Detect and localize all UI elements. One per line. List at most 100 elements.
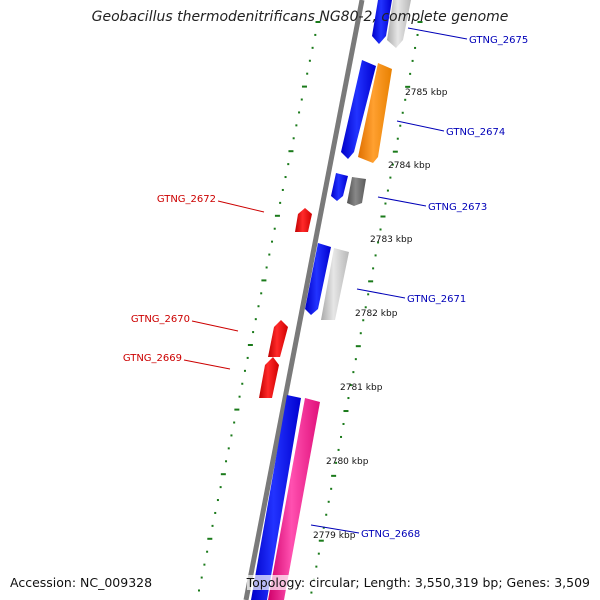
tick-mark-minor [265, 266, 268, 269]
tick-mark-minor [377, 241, 380, 244]
gene-label-gtng-2674[interactable]: GTNG_2674 [446, 127, 505, 138]
gene-label-leader-line [191, 320, 239, 332]
tick-mark-major [274, 214, 280, 217]
tick-mark-minor [211, 524, 214, 527]
tick-mark-minor [238, 395, 241, 398]
tick-mark-major [331, 474, 337, 477]
gene-arrow-gtng-2670[interactable] [268, 320, 288, 357]
tick-mark-minor [252, 331, 255, 334]
gene-arrow-gtng-2671-b[interactable] [321, 248, 349, 320]
genome-summary-text: Topology: circular; Length: 3,550,319 bp… [246, 575, 590, 590]
tick-mark-minor [300, 98, 303, 101]
gene-arrow-gtng-2675-a[interactable] [372, 0, 392, 44]
accession-text: Accession: NC_009328 [10, 575, 153, 590]
gene-label-gtng-2670[interactable]: GTNG_2670 [131, 314, 190, 325]
tick-mark-major [247, 343, 253, 346]
tick-mark-minor [233, 421, 236, 424]
tick-mark-minor [340, 435, 343, 438]
tick-mark-minor [284, 176, 287, 179]
tick-mark-minor [337, 448, 340, 451]
tick-mark-minor [241, 382, 244, 385]
tick-mark-minor [254, 318, 257, 321]
gene-arrow-gtng-2673-a[interactable] [331, 173, 348, 201]
tick-mark-minor [273, 227, 276, 230]
gene-label-leader-line [377, 196, 427, 207]
scale-tick-label: 2785 kbp [405, 88, 448, 98]
gene-label-gtng-2668[interactable]: GTNG_2668 [361, 529, 420, 540]
gene-arrow-gtng-2675-b[interactable] [387, 0, 411, 48]
tick-mark-minor [200, 576, 203, 579]
scale-tick-labels: 2785 kbp 2784 kbp 2783 kbp 2782 kbp 2781 kbp… [313, 88, 448, 541]
tick-mark-minor [227, 447, 230, 450]
tick-mark-major [261, 279, 267, 282]
tick-mark-minor [379, 228, 382, 231]
gene-features [251, 0, 411, 600]
tick-mark-major [301, 85, 307, 88]
gene-label-leader-line [407, 27, 468, 40]
tick-mark-major [288, 150, 294, 153]
gene-label-gtng-2673[interactable]: GTNG_2673 [428, 202, 487, 213]
gene-label-gtng-2675[interactable]: GTNG_2675 [469, 35, 528, 46]
tick-mark-minor [281, 188, 284, 191]
gene-arrow-gtng-2669[interactable] [259, 357, 279, 398]
tick-mark-major [380, 215, 386, 218]
tick-mark-minor [359, 332, 362, 335]
tick-mark-major [417, 21, 423, 23]
tick-mark-minor [347, 397, 350, 400]
gene-arrow-gtng-2672[interactable] [295, 208, 312, 232]
gene-arrow-gtng-2673-b[interactable] [347, 177, 366, 206]
gene-label-leader-line [217, 200, 265, 213]
tick-mark-minor [367, 293, 370, 296]
tick-mark-minor [315, 565, 318, 568]
tick-mark-minor [330, 487, 333, 490]
tick-mark-minor [404, 98, 407, 101]
gene-labels: GTNG_2675 GTNG_2674 GTNG_2673 GTNG_2672 GTNG… [123, 27, 528, 540]
scale-tick-label: 2784 kbp [388, 161, 431, 171]
gene-arrow-gtng-2674-a[interactable] [341, 60, 376, 159]
scale-tick-label: 2782 kbp [355, 309, 398, 319]
tick-mark-minor [362, 319, 365, 322]
tick-mark-minor [214, 511, 217, 514]
scale-tick-label: 2779 kbp [313, 531, 356, 541]
tick-mark-minor [246, 356, 249, 359]
tick-mark-minor [327, 500, 330, 503]
gene-label-leader-line [396, 120, 445, 132]
tick-mark-minor [354, 358, 357, 361]
gene-arrow-gtng-2668-b[interactable] [268, 398, 320, 600]
gene-arrow-gtng-2674-b[interactable] [358, 63, 392, 163]
tick-mark-minor [306, 72, 309, 75]
gene-label-gtng-2669[interactable]: GTNG_2669 [123, 353, 182, 364]
gene-arrow-gtng-2671-a[interactable] [305, 243, 331, 315]
tick-mark-minor [325, 513, 328, 516]
gene-arrow-gtng-2668-a[interactable] [251, 395, 301, 600]
gene-label-gtng-2671[interactable]: GTNG_2671 [407, 294, 466, 305]
tick-mark-minor [311, 46, 314, 49]
tick-mark-minor [335, 461, 338, 464]
tick-mark-minor [364, 306, 367, 309]
tick-mark-minor [257, 305, 260, 308]
tick-mark-major [355, 345, 361, 348]
tick-mark-minor [310, 591, 313, 594]
tick-mark-minor [317, 552, 320, 555]
tick-mark-minor [391, 163, 394, 166]
tick-mark-minor [225, 460, 228, 463]
tick-mark-major [220, 473, 226, 476]
tick-mark-major [318, 539, 324, 542]
tick-mark-minor [342, 422, 345, 425]
scale-tick-label: 2780 kbp [326, 457, 369, 467]
tick-mark-minor [298, 111, 301, 114]
tick-mark-minor [243, 369, 246, 372]
tick-mark-minor [260, 292, 263, 295]
tick-mark-minor [314, 33, 317, 36]
tick-mark-major [392, 150, 398, 153]
tick-mark-minor [287, 163, 290, 166]
tick-mark-minor [399, 124, 402, 127]
tick-mark-major [234, 408, 240, 411]
gene-label-leader-line [310, 524, 360, 534]
gene-label-gtng-2672[interactable]: GTNG_2672 [157, 194, 216, 205]
tick-mark-minor [219, 486, 222, 489]
gene-label-leader-line [356, 288, 406, 299]
gene-label-leader-line [183, 359, 231, 370]
